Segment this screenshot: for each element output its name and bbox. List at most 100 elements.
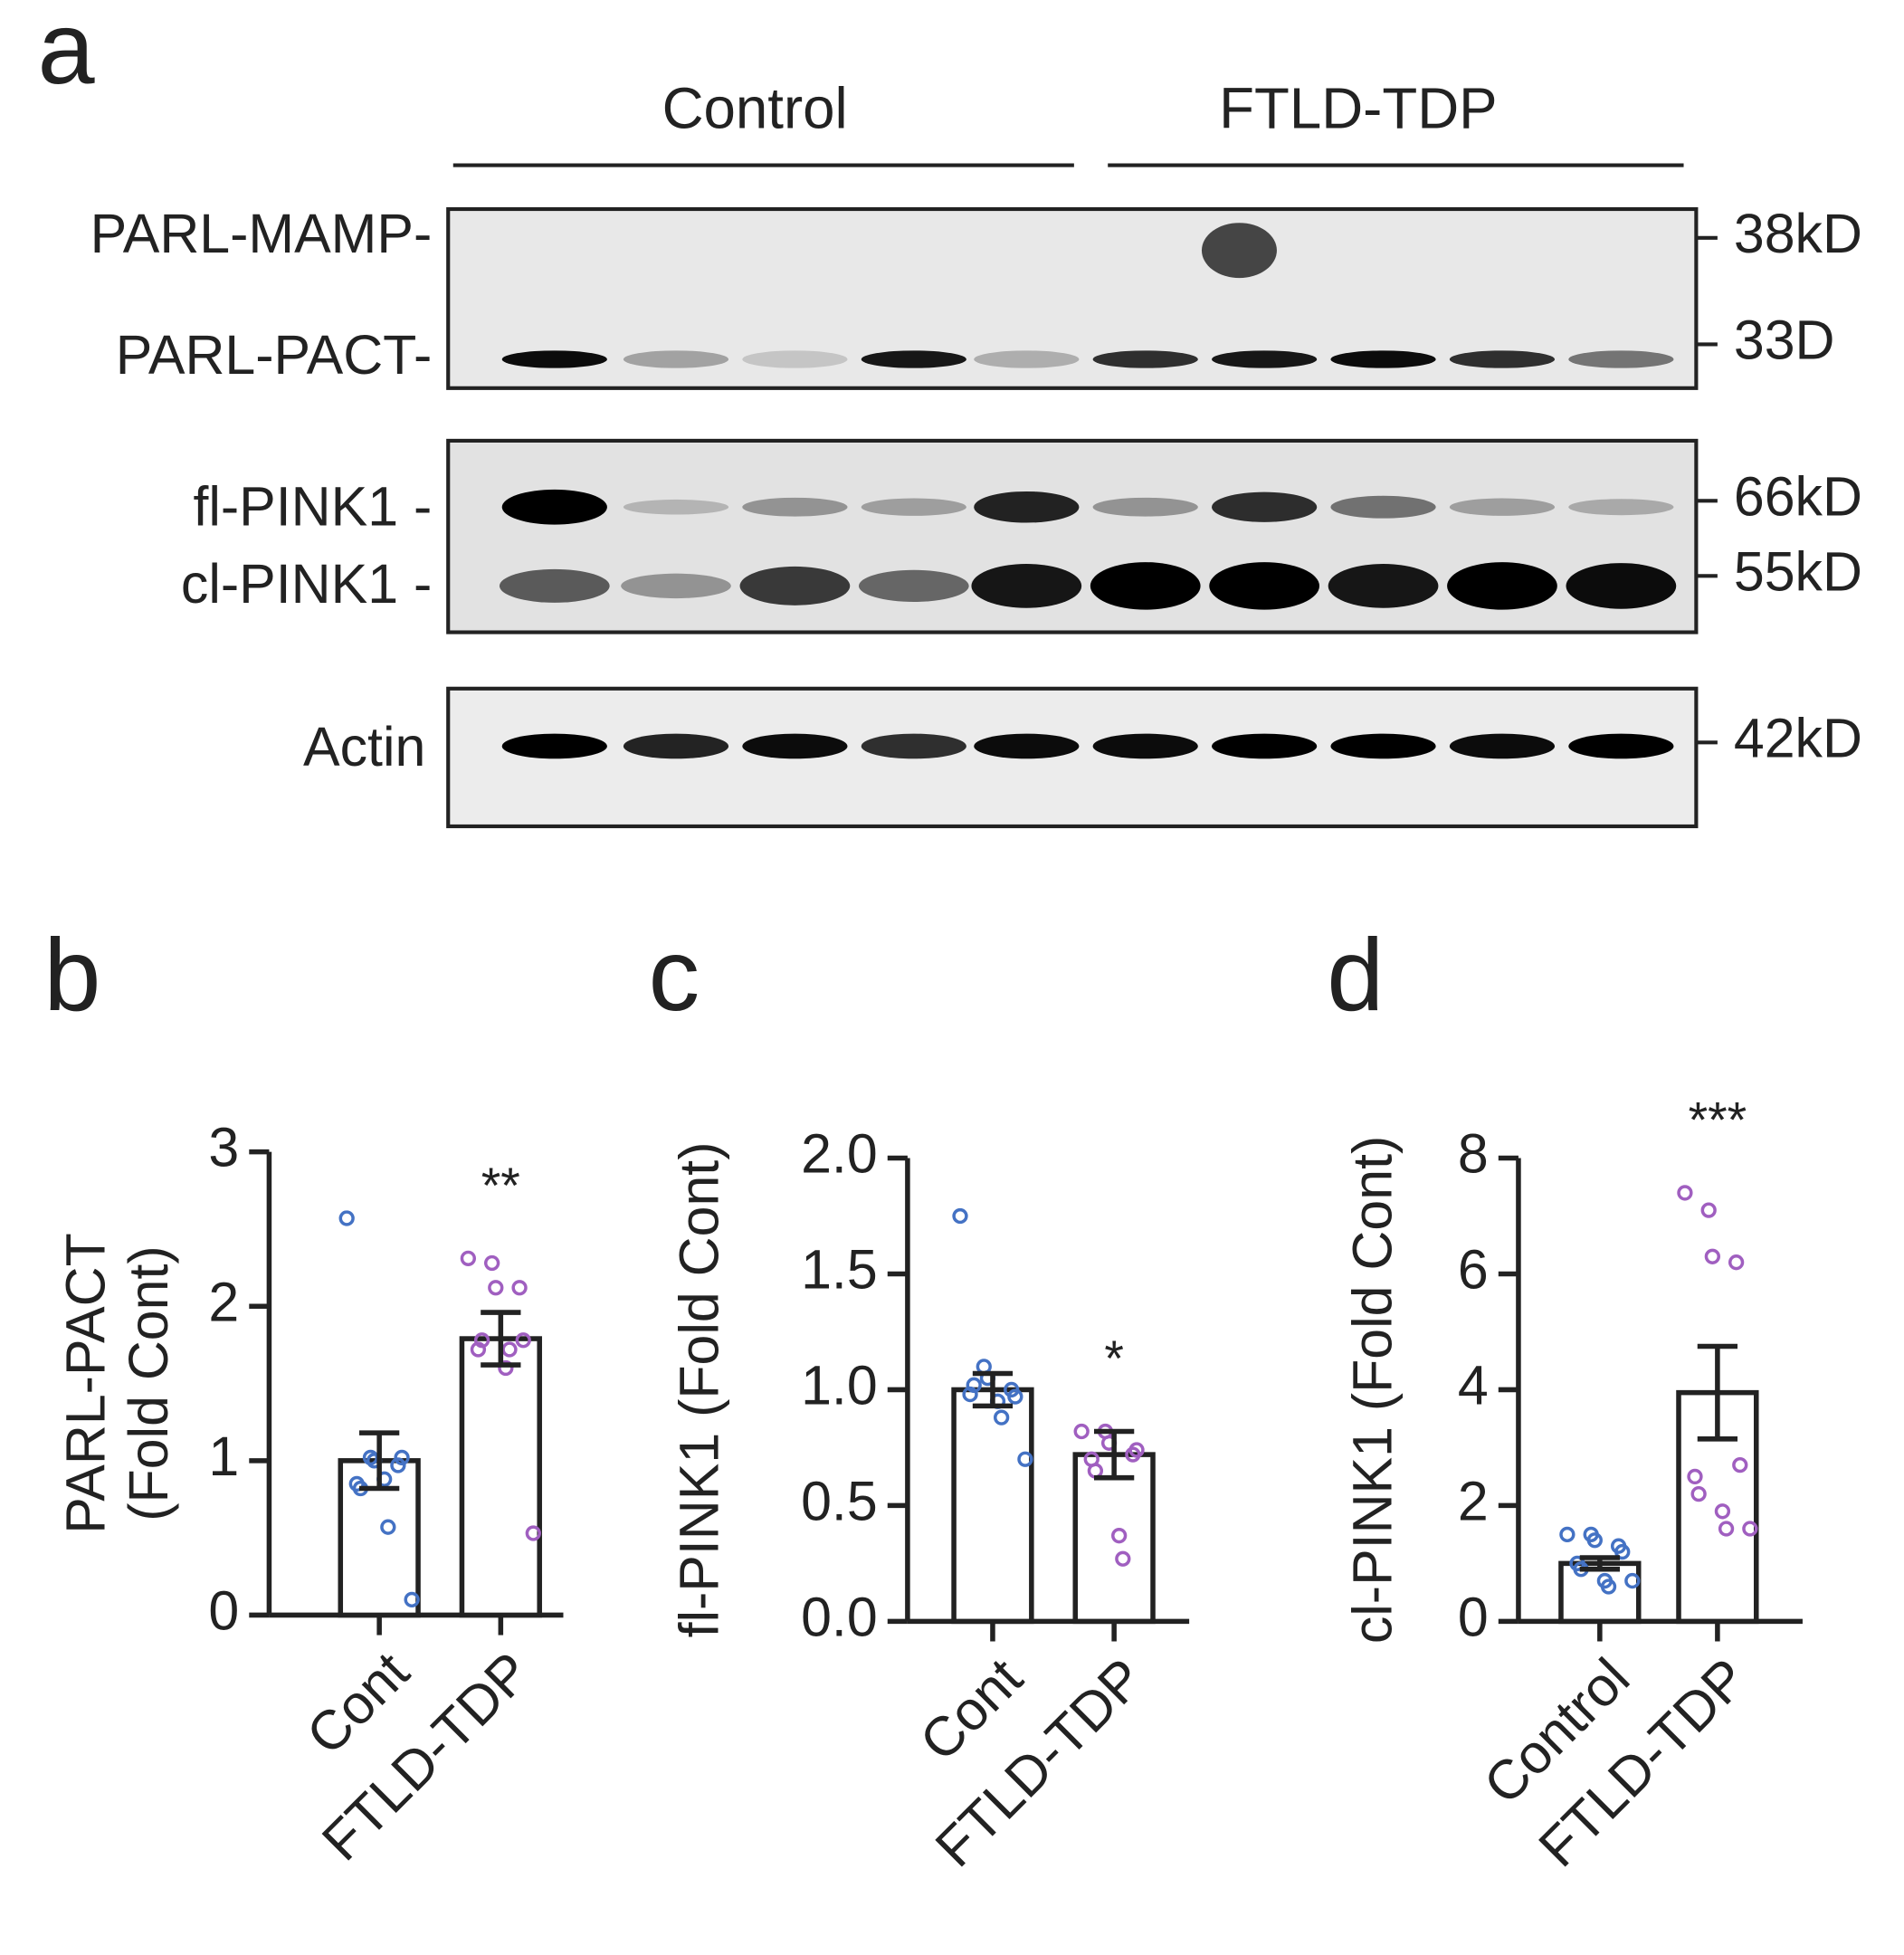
band: [1212, 350, 1318, 368]
band: [1330, 733, 1436, 759]
band: [974, 491, 1080, 523]
data-point: [511, 1280, 528, 1296]
y-tick-label: 2.0: [801, 1123, 878, 1185]
row-label: PARL-MAMP-: [90, 203, 433, 264]
y-tick-label: 8: [1458, 1123, 1489, 1185]
band: [861, 733, 966, 759]
bar: [459, 1336, 542, 1618]
band: [742, 497, 848, 517]
data-point: [498, 1359, 514, 1377]
band: [501, 350, 607, 368]
error-bar: [359, 1430, 400, 1492]
panel-label: d: [1327, 918, 1384, 1033]
band: [1090, 562, 1201, 610]
data-point: [1073, 1423, 1090, 1440]
data-point: [525, 1525, 541, 1541]
data-point: [1586, 1532, 1603, 1549]
y-axis-label: fl-PINK1 (Fold Cont): [668, 1142, 729, 1638]
data-point: [1600, 1578, 1617, 1595]
band: [742, 733, 848, 759]
data-point: [1690, 1485, 1707, 1502]
band: [1328, 564, 1439, 608]
y-tick-label: 0.0: [801, 1586, 878, 1647]
band: [974, 733, 1080, 759]
data-point: [390, 1457, 406, 1473]
y-axis-label: cl-PINK1 (Fold Cont): [1342, 1136, 1404, 1644]
error-bar: [1697, 1343, 1738, 1442]
significance: ***: [1689, 1092, 1747, 1148]
data-point: [1614, 1543, 1631, 1560]
data-point: [394, 1449, 410, 1466]
band: [1568, 499, 1674, 516]
y-axis-label: (Fold Cont): [118, 1245, 179, 1521]
row-label: PARL-PACT-: [116, 324, 432, 386]
blot-bands: [499, 223, 1677, 759]
error-bar: [1579, 1555, 1620, 1572]
data-point: [1017, 1451, 1033, 1467]
kd-marker: 55kD: [1734, 540, 1862, 602]
band: [623, 499, 729, 515]
data-point: [1111, 1528, 1128, 1544]
band: [861, 350, 966, 368]
data-point: [515, 1332, 531, 1349]
band: [1566, 563, 1677, 609]
band: [1449, 733, 1556, 759]
data-point: [1115, 1550, 1131, 1567]
significance: *: [1104, 1330, 1124, 1387]
y-tick-label: 0: [208, 1580, 239, 1642]
band: [623, 733, 729, 759]
data-point: [966, 1377, 982, 1393]
data-point: [1128, 1442, 1145, 1458]
y-tick-label: 0: [1458, 1586, 1489, 1647]
band: [1449, 498, 1556, 516]
band: [1212, 733, 1318, 759]
band: [861, 498, 966, 516]
band: [1212, 491, 1318, 522]
data-point: [1007, 1388, 1023, 1405]
data-point: [380, 1519, 396, 1535]
band: [501, 489, 607, 525]
y-tick-label: 6: [1458, 1239, 1489, 1301]
data-point: [404, 1591, 420, 1608]
data-point: [1704, 1248, 1720, 1264]
data-point: [483, 1254, 500, 1272]
band: [1201, 223, 1277, 279]
band: [501, 733, 607, 759]
bar: [951, 1387, 1034, 1625]
panel-label: c: [649, 918, 700, 1033]
band: [1449, 350, 1556, 368]
data-point: [1742, 1521, 1758, 1537]
group-label: Control: [662, 76, 848, 140]
band: [623, 350, 729, 368]
data-point: [1687, 1468, 1703, 1485]
y-tick-label: 4: [1458, 1355, 1489, 1416]
band: [1092, 497, 1198, 517]
band: [1092, 733, 1198, 759]
y-tick-label: 3: [208, 1117, 239, 1178]
data-point: [1700, 1202, 1717, 1218]
kd-marker: 42kD: [1734, 707, 1862, 768]
row-label: Actin: [303, 716, 425, 777]
band: [1330, 350, 1436, 368]
row-label: cl-PINK1 -: [181, 553, 432, 615]
y-tick-label: 2: [1458, 1470, 1489, 1531]
panel-label: a: [38, 0, 96, 106]
error-bar: [481, 1310, 521, 1368]
kd-marker: 66kD: [1734, 465, 1862, 527]
data-point: [1624, 1572, 1641, 1589]
y-tick-label: 1.0: [801, 1355, 878, 1416]
band: [621, 573, 731, 599]
y-axis-label: PARL-PACT: [55, 1233, 117, 1534]
band: [858, 569, 969, 602]
marker-ticks: [1696, 235, 1718, 745]
y-tick-label: 2: [208, 1271, 239, 1332]
error-bar: [1094, 1428, 1135, 1481]
data-point: [488, 1280, 504, 1296]
data-point: [473, 1332, 490, 1349]
band: [1568, 733, 1674, 759]
band: [1568, 350, 1674, 368]
band: [974, 350, 1080, 368]
panel-label: b: [43, 918, 100, 1033]
data-point: [460, 1250, 477, 1266]
data-point: [338, 1210, 355, 1226]
